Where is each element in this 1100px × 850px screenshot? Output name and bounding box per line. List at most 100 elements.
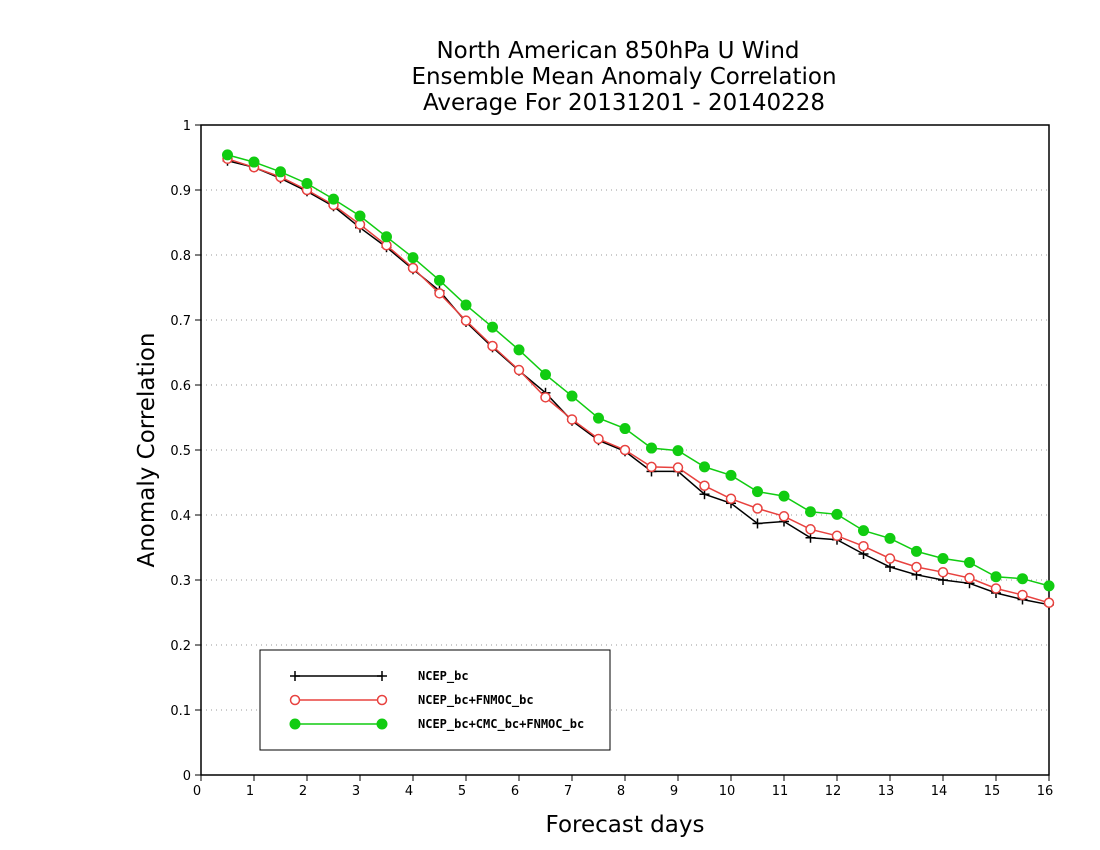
x-tick-label: 2 bbox=[299, 784, 307, 799]
data-point bbox=[805, 524, 816, 535]
data-point bbox=[646, 461, 657, 473]
legend-marker bbox=[289, 718, 301, 730]
data-point bbox=[1017, 589, 1028, 601]
data-point bbox=[593, 412, 604, 424]
data-point bbox=[911, 561, 922, 573]
data-point bbox=[222, 149, 233, 161]
x-tick-label: 15 bbox=[984, 784, 1001, 799]
legend-label: NCEP_bc bbox=[418, 669, 469, 684]
legend-entry-1: NCEP_bc bbox=[290, 669, 469, 684]
x-tick-label: 10 bbox=[719, 784, 736, 799]
chart-title-line-1: North American 850hPa U Wind bbox=[436, 38, 799, 64]
legend-marker bbox=[377, 671, 387, 681]
data-point bbox=[752, 518, 763, 529]
data-point bbox=[540, 369, 551, 381]
legend-marker bbox=[290, 671, 300, 681]
chart-title: North American 850hPa U Wind Ensemble Me… bbox=[411, 38, 836, 116]
y-tick-label: 0.7 bbox=[170, 314, 191, 329]
x-tick-label: 1 bbox=[246, 784, 254, 799]
axis-ticks: 00.10.20.30.40.50.60.70.80.910 1 2 3 4 5 6 7 8 9 1… bbox=[170, 119, 1053, 799]
x-tick-label: 6 bbox=[511, 784, 519, 799]
data-point bbox=[1043, 597, 1055, 608]
x-tick-label: 8 bbox=[617, 784, 625, 799]
data-point bbox=[434, 274, 445, 286]
x-tick-label: 0 bbox=[193, 784, 201, 799]
data-point bbox=[1043, 580, 1055, 592]
data-point bbox=[778, 511, 790, 522]
data-point bbox=[884, 532, 896, 544]
data-point bbox=[540, 392, 551, 403]
series-line bbox=[227, 160, 1050, 606]
y-tick-label: 0.6 bbox=[170, 379, 191, 394]
data-point bbox=[248, 156, 260, 168]
data-point bbox=[487, 340, 498, 352]
data-point bbox=[354, 210, 366, 222]
x-tick-label: 4 bbox=[405, 784, 413, 799]
data-point bbox=[328, 193, 339, 205]
legend-marker bbox=[289, 694, 301, 706]
data-point bbox=[672, 462, 684, 473]
data-point bbox=[434, 288, 445, 299]
data-point bbox=[725, 493, 737, 504]
data-point bbox=[937, 566, 949, 578]
data-point bbox=[964, 556, 975, 568]
data-point bbox=[407, 262, 419, 274]
x-tick-label: 12 bbox=[825, 784, 842, 799]
y-tick-label: 0.2 bbox=[170, 639, 191, 654]
series-3 bbox=[222, 149, 1055, 592]
legend-label: NCEP_bc+FNMOC_bc bbox=[418, 693, 534, 708]
data-point bbox=[513, 364, 525, 376]
x-tick-label: 11 bbox=[772, 784, 789, 799]
series-line bbox=[227, 158, 1050, 604]
data-point bbox=[964, 572, 975, 584]
data-point bbox=[381, 231, 392, 243]
y-tick-label: 1 bbox=[183, 119, 191, 134]
data-point bbox=[487, 321, 498, 333]
y-tick-label: 0.9 bbox=[170, 184, 191, 199]
data-point bbox=[460, 299, 472, 311]
data-point bbox=[1017, 573, 1028, 585]
data-point bbox=[831, 530, 843, 542]
data-point bbox=[990, 571, 1002, 583]
data-point bbox=[619, 423, 631, 435]
data-point bbox=[805, 506, 816, 518]
data-point bbox=[778, 490, 790, 502]
x-tick-label: 3 bbox=[352, 784, 360, 799]
data-point bbox=[831, 508, 843, 520]
data-point bbox=[884, 553, 896, 564]
data-point bbox=[990, 583, 1002, 594]
data-point bbox=[513, 344, 525, 356]
y-tick-label: 0.4 bbox=[170, 509, 191, 524]
data-point bbox=[937, 553, 949, 565]
x-tick-label: 14 bbox=[931, 784, 948, 799]
legend-entry-3: NCEP_bc+CMC_bc+FNMOC_bc bbox=[289, 717, 584, 732]
data-point bbox=[725, 469, 737, 481]
x-tick-label: 9 bbox=[670, 784, 678, 799]
legend: NCEP_bc NCEP_bc+FNMOC_bc NCEP_bc+CMC_bc+FN… bbox=[259, 649, 611, 751]
series-2 bbox=[222, 153, 1055, 608]
data-point bbox=[858, 540, 869, 552]
x-tick-label: 16 bbox=[1037, 784, 1054, 799]
data-point bbox=[460, 315, 472, 326]
data-point bbox=[566, 414, 578, 425]
y-tick-label: 0.3 bbox=[170, 574, 191, 589]
legend-entry-2: NCEP_bc+FNMOC_bc bbox=[289, 693, 534, 708]
data-point bbox=[646, 442, 657, 454]
data-point bbox=[699, 461, 710, 473]
data-point bbox=[275, 166, 286, 178]
y-tick-label: 0.1 bbox=[170, 704, 191, 719]
data-point bbox=[593, 433, 604, 445]
chart-title-line-2: Ensemble Mean Anomaly Correlation bbox=[411, 64, 836, 90]
data-point bbox=[752, 486, 763, 498]
data-point bbox=[699, 480, 710, 491]
data-point bbox=[619, 444, 631, 456]
legend-label: NCEP_bc+CMC_bc+FNMOC_bc bbox=[418, 717, 584, 732]
data-point bbox=[752, 503, 763, 514]
y-tick-label: 0.5 bbox=[170, 444, 191, 459]
x-tick-label: 7 bbox=[564, 784, 572, 799]
y-tick-label: 0 bbox=[183, 769, 191, 784]
x-axis-label: Forecast days bbox=[546, 812, 705, 838]
data-point bbox=[301, 178, 313, 189]
data-series bbox=[222, 149, 1055, 610]
